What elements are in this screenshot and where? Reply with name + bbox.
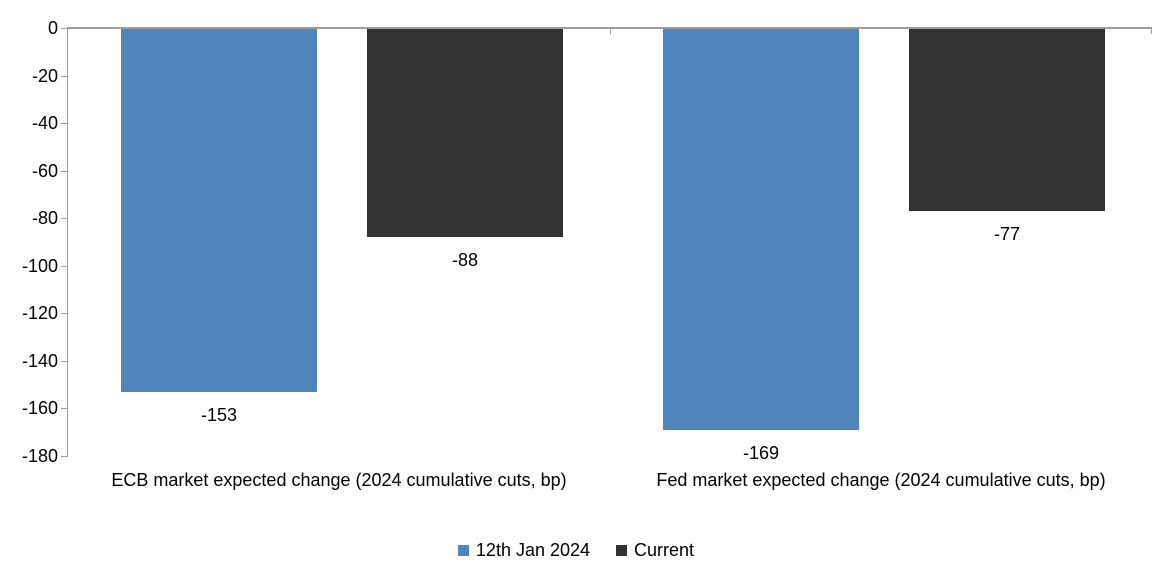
y-tick-mark — [61, 75, 68, 77]
y-tick-mark — [61, 170, 68, 172]
y-tick-mark — [61, 408, 68, 410]
y-tick-mark — [61, 360, 68, 362]
bar-fed-series-0 — [663, 28, 859, 430]
legend-swatch-dark-icon — [616, 545, 628, 556]
y-tick-mark — [61, 313, 68, 315]
y-tick-mark — [61, 123, 68, 125]
legend-label-12th-jan-2024: 12th Jan 2024 — [475, 540, 591, 560]
legend-swatch-blue-icon — [457, 545, 469, 556]
y-tick-label: -60 — [31, 160, 58, 181]
y-tick-label: -100 — [21, 255, 58, 276]
y-tick-label: -180 — [21, 446, 58, 466]
y-tick-label: -40 — [31, 113, 58, 134]
y-tick-label: -20 — [31, 65, 58, 86]
y-tick-label: -160 — [21, 398, 58, 419]
y-tick-label: -80 — [31, 208, 58, 229]
bar-ecb-series-0 — [121, 28, 317, 392]
legend-label-current: Current — [634, 540, 695, 560]
y-tick-mark — [61, 218, 68, 220]
category-label-fed: Fed market expected change (2024 cumulat… — [656, 470, 1106, 490]
y-axis-line — [67, 28, 68, 456]
legend-item-current: Current — [616, 540, 694, 561]
category-label-ecb: ECB market expected change (2024 cumulat… — [111, 470, 567, 490]
y-tick-mark — [61, 265, 68, 267]
bar-data-label: -153 — [200, 404, 238, 425]
y-tick-label: 0 — [47, 18, 58, 38]
y-tick-label: -120 — [21, 303, 58, 324]
legend: 12th Jan 2024 Current — [0, 540, 1152, 561]
y-tick-mark — [61, 28, 68, 29]
category-tick-mark — [610, 28, 611, 34]
y-tick-label: -140 — [21, 350, 58, 371]
legend-item-12th-jan-2024: 12th Jan 2024 — [457, 540, 591, 561]
y-tick-mark — [61, 456, 68, 457]
x-axis-line — [67, 27, 1152, 29]
bar-ecb-series-1 — [367, 28, 563, 238]
bar-fed-series-1 — [909, 28, 1105, 212]
bar-data-label: -88 — [451, 250, 478, 271]
bar-data-label: -77 — [993, 224, 1020, 245]
bar-data-label: -169 — [742, 442, 780, 463]
